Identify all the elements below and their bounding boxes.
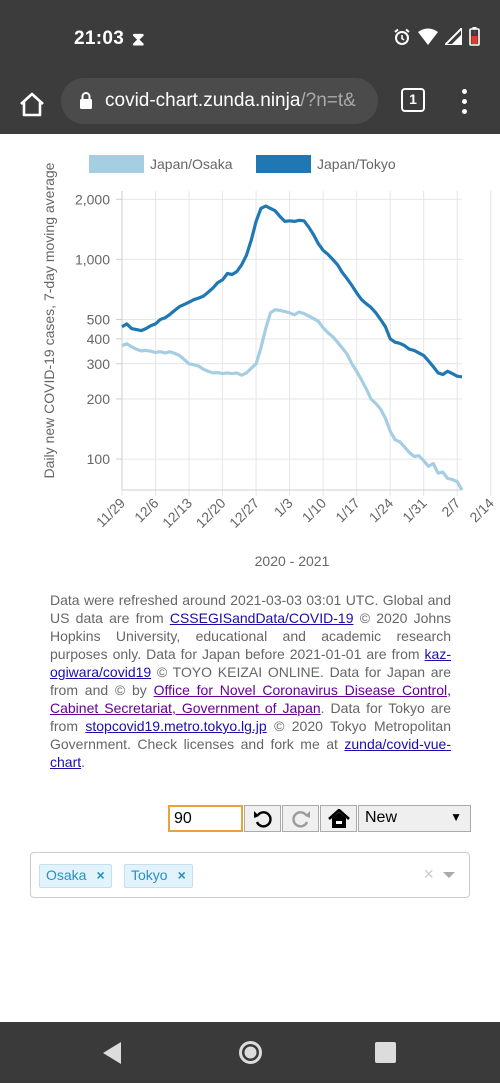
link-office-novel-coronavirus[interactable]: Office for Novel Coronavirus Disease Con… <box>50 682 451 716</box>
remove-osaka-icon[interactable]: × <box>96 867 105 883</box>
y-tick-label: 400 <box>87 331 111 347</box>
x-tick-label: 1/31 <box>399 495 430 526</box>
undo-button[interactable] <box>244 805 281 832</box>
x-tick-label: 2/14 <box>466 495 497 526</box>
y-tick-label: 100 <box>87 451 111 467</box>
status-icons: ! <box>393 27 480 46</box>
more-menu-icon[interactable] <box>457 86 471 116</box>
status-time: 21:03 <box>74 28 125 49</box>
system-nav-bar <box>0 1022 500 1083</box>
x-tick-label: 1/10 <box>299 495 330 526</box>
region-chip-tokyo: Tokyo × <box>124 864 193 888</box>
hourglass-icon: ⧗ <box>132 29 145 49</box>
days-input[interactable] <box>168 805 243 832</box>
x-tick-label: 12/27 <box>226 495 262 531</box>
notice-text-2: © 2020 Johns Hopkins University, educati… <box>50 610 451 662</box>
data-source-notice: Data were refreshed around 2021-03-03 03… <box>50 591 451 771</box>
home-circle-icon[interactable] <box>238 1040 263 1065</box>
home-reset-icon <box>327 808 350 828</box>
address-bar[interactable]: covid-chart.zunda.ninja/?n=t& <box>61 78 378 124</box>
x-tick-label: 2/7 <box>438 495 463 520</box>
dropdown-arrow-icon: ▼ <box>450 810 462 824</box>
home-icon[interactable] <box>17 89 47 119</box>
status-bar: 21:03 ⧗ ! <box>0 0 500 76</box>
x-tick-label: 1/17 <box>332 495 363 526</box>
metric-type-select[interactable]: New ▼ <box>358 805 471 832</box>
x-tick-label: 12/13 <box>159 495 195 531</box>
legend-swatch <box>256 155 311 173</box>
clear-all-icon[interactable]: × <box>423 864 434 884</box>
remove-tokyo-icon[interactable]: × <box>177 867 186 883</box>
notice-text-4: . Data for Tokyo are from <box>50 700 451 734</box>
wifi-icon <box>418 28 438 45</box>
y-tick-label: 1,000 <box>75 251 110 267</box>
url-path: /?n=t& <box>300 90 356 111</box>
y-tick-label: 300 <box>87 356 111 372</box>
legend-label: Japan/Tokyo <box>317 156 396 172</box>
link-kaz-ogiwara[interactable]: kaz-ogiwara/covid19 <box>50 646 451 680</box>
y-tick-label: 500 <box>87 311 111 327</box>
series-line-japan-tokyo <box>121 204 463 379</box>
page-content: Japan/Osaka Japan/Tokyo 2,000 1,000 500 400 30… <box>0 134 500 1022</box>
region-multiselect[interactable]: Osaka × Tokyo × × <box>30 852 470 898</box>
lock-icon <box>80 92 92 109</box>
reset-home-button[interactable] <box>320 805 357 832</box>
x-tick-label: 1/3 <box>271 495 296 520</box>
x-tick-label: 1/24 <box>366 495 397 526</box>
x-tick-label: 12/20 <box>193 495 229 531</box>
chart-controls: New ▼ <box>168 805 471 832</box>
url-domain: covid-chart.zunda.ninja <box>105 90 301 111</box>
x-tick-label: 11/29 <box>93 495 129 531</box>
y-axis-title: Daily new COVID-19 cases, 7-day moving a… <box>41 162 57 478</box>
recents-icon[interactable] <box>375 1042 396 1063</box>
redo-icon <box>291 810 310 828</box>
metric-type-value: New <box>365 809 398 826</box>
y-tick-label: 2,000 <box>75 191 110 207</box>
region-chip-label: Osaka <box>46 867 87 883</box>
link-zunda-repo[interactable]: zunda/covid-vue-chart <box>50 736 451 770</box>
battery-icon: ! <box>469 27 480 46</box>
notice-text-6: . <box>81 754 86 770</box>
x-axis-title: 2020 - 2021 <box>255 553 330 569</box>
back-icon[interactable] <box>101 1041 123 1065</box>
browser-toolbar: covid-chart.zunda.ninja/?n=t& 1 <box>0 76 500 134</box>
notice-text-5: © 2020 Tokyo Metropolitan Government. Ch… <box>50 718 451 752</box>
series-line-japan-osaka <box>121 308 464 491</box>
cell-signal-icon <box>445 28 462 45</box>
undo-icon <box>253 810 272 828</box>
alarm-icon <box>394 28 410 45</box>
legend-label: Japan/Osaka <box>150 156 233 172</box>
region-chip-osaka: Osaka × <box>39 864 112 888</box>
tab-switcher-button[interactable]: 1 <box>401 88 425 112</box>
legend-swatch <box>89 155 144 173</box>
region-chip-label: Tokyo <box>131 867 168 883</box>
notice-text-3: © TOYO KEIZAI ONLINE. Data for Japan are… <box>50 664 451 698</box>
cases-chart: Japan/Osaka Japan/Tokyo 2,000 1,000 500 400 30… <box>41 155 500 569</box>
svg-text:!: ! <box>474 31 476 37</box>
link-stopcovid19-tokyo[interactable]: stopcovid19.metro.tokyo.lg.jp <box>85 718 267 734</box>
link-cssegisanddata[interactable]: CSSEGISandData/COVID-19 <box>169 610 354 626</box>
url-text: covid-chart.zunda.ninja/?n=t& <box>105 90 356 112</box>
redo-button[interactable] <box>282 805 319 832</box>
region-dropdown-caret-icon[interactable] <box>443 872 455 878</box>
notice-text-1: Data were refreshed around 2021-03-03 03… <box>50 592 451 626</box>
y-tick-label: 200 <box>87 391 111 407</box>
x-tick-label: 12/6 <box>131 495 162 526</box>
